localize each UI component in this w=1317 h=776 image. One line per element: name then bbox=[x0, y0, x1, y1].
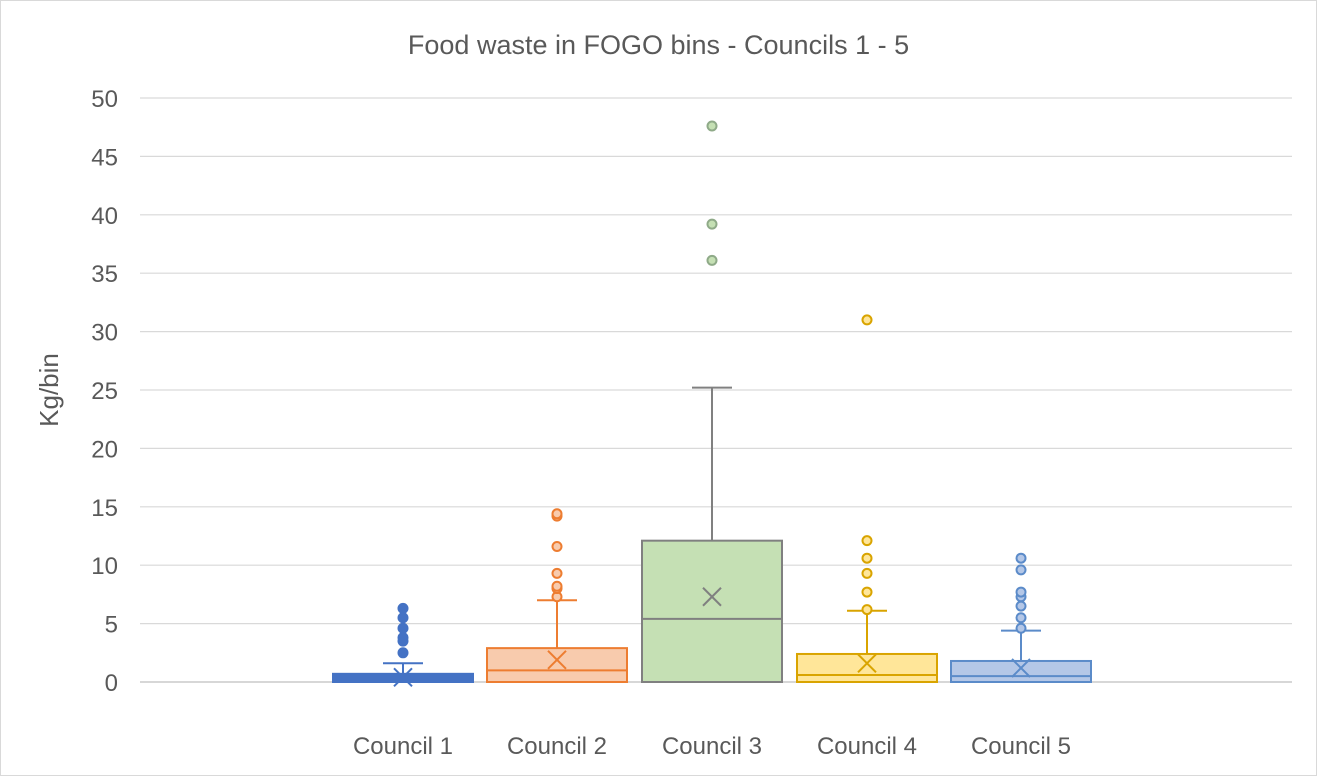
box-iqr bbox=[796, 652, 938, 684]
y-axis-label: Kg/bin bbox=[34, 353, 64, 427]
outlier-point bbox=[706, 254, 718, 266]
x-category-label: Council 4 bbox=[817, 733, 917, 760]
y-tick-label: 5 bbox=[105, 612, 118, 639]
y-axis-ticks: 0 5 10 15 20 25 30 35 40 45 50 bbox=[91, 86, 118, 697]
x-category-label: Council 5 bbox=[971, 733, 1071, 760]
box-3 bbox=[641, 120, 783, 683]
outlier-point bbox=[551, 508, 563, 520]
outlier-point bbox=[397, 647, 409, 659]
outlier-point bbox=[861, 586, 873, 598]
mean-marker bbox=[702, 587, 722, 607]
y-tick-label: 10 bbox=[91, 553, 118, 580]
outlier-point bbox=[861, 604, 873, 616]
outlier-point bbox=[861, 535, 873, 547]
outlier-point bbox=[861, 552, 873, 564]
y-tick-label: 15 bbox=[91, 495, 118, 522]
outlier-point bbox=[551, 567, 563, 579]
outlier-point bbox=[397, 632, 409, 644]
outlier-point bbox=[1015, 612, 1027, 624]
y-tick-label: 0 bbox=[105, 670, 118, 697]
chart-title: Food waste in FOGO bins - Councils 1 - 5 bbox=[407, 30, 910, 60]
outlier-point bbox=[1015, 552, 1027, 564]
outlier-point bbox=[1015, 622, 1027, 634]
mean-marker bbox=[1011, 658, 1031, 678]
outlier-point bbox=[397, 622, 409, 634]
mean-marker bbox=[393, 667, 413, 688]
y-tick-label: 30 bbox=[91, 320, 118, 347]
mean-marker bbox=[857, 653, 877, 674]
outlier-point bbox=[1015, 564, 1027, 576]
box-iqr bbox=[486, 647, 628, 683]
x-axis-categories: Council 1 Council 2 Council 3 Council 4 Coun… bbox=[353, 733, 1071, 760]
box-1 bbox=[332, 602, 474, 688]
y-tick-label: 20 bbox=[91, 436, 118, 463]
outlier-point bbox=[706, 218, 718, 230]
mean-marker bbox=[547, 650, 567, 670]
outlier-point bbox=[1015, 600, 1027, 612]
outlier-point bbox=[551, 541, 563, 553]
box-iqr bbox=[641, 539, 783, 683]
x-category-label: Council 2 bbox=[507, 733, 607, 760]
x-category-label: Council 1 bbox=[353, 733, 453, 760]
outlier-point bbox=[861, 567, 873, 579]
y-tick-label: 50 bbox=[91, 86, 118, 113]
outlier-point bbox=[397, 612, 409, 624]
box-series bbox=[332, 120, 1092, 688]
y-tick-label: 45 bbox=[91, 144, 118, 171]
outlier-point bbox=[551, 580, 563, 592]
gridlines bbox=[140, 97, 1292, 683]
y-tick-label: 40 bbox=[91, 203, 118, 230]
box-2 bbox=[486, 508, 628, 683]
y-tick-label: 35 bbox=[91, 261, 118, 288]
outlier-point bbox=[397, 602, 409, 614]
outlier-point bbox=[706, 120, 718, 132]
y-tick-label: 25 bbox=[91, 378, 118, 405]
x-category-label: Council 3 bbox=[662, 733, 762, 760]
box-4 bbox=[796, 314, 938, 684]
box-5 bbox=[950, 552, 1092, 684]
box-iqr bbox=[950, 659, 1092, 684]
outlier-point bbox=[1015, 586, 1027, 598]
outlier-point bbox=[861, 314, 873, 326]
